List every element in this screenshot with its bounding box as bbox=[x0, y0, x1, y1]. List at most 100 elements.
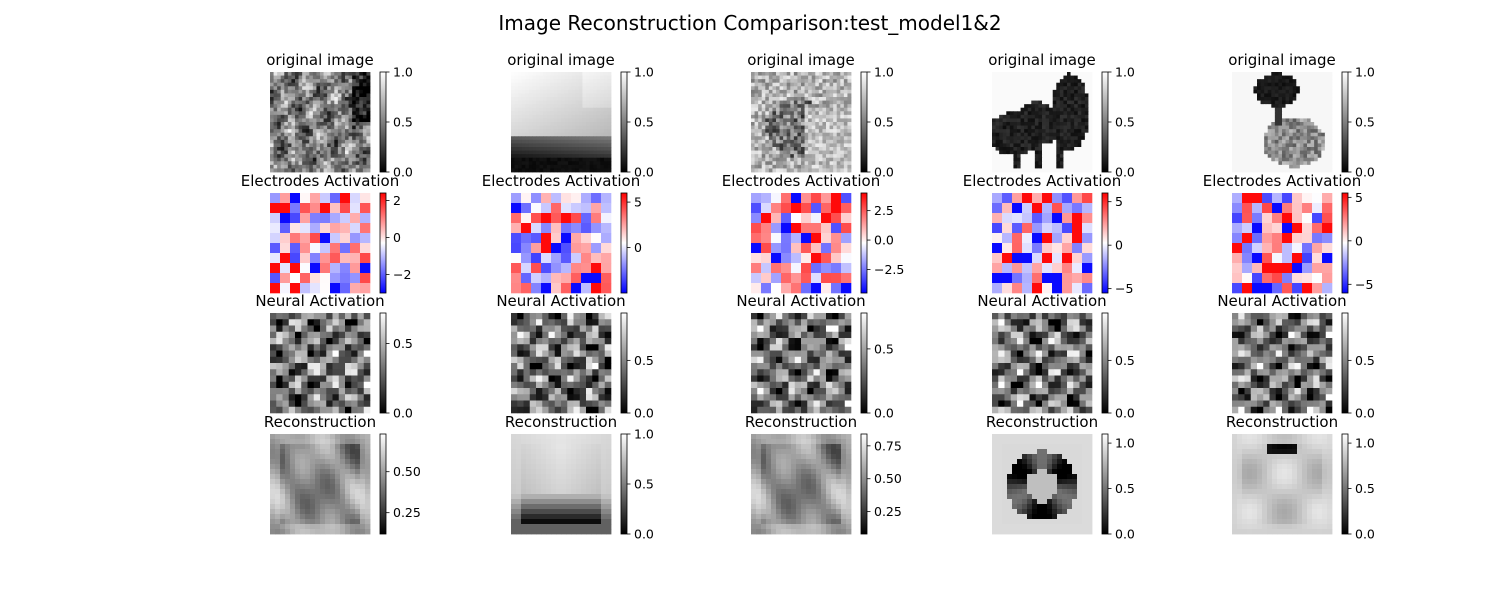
heatmap-cell bbox=[1289, 132, 1294, 137]
heatmap-cell bbox=[579, 356, 587, 364]
heatmap-cell bbox=[836, 161, 841, 166]
heatmap-cell bbox=[847, 86, 852, 91]
heatmap-cell bbox=[1038, 139, 1043, 144]
heatmap-cell bbox=[543, 72, 548, 76]
heatmap-cell bbox=[341, 161, 346, 166]
heatmap-cell bbox=[1063, 86, 1068, 91]
heatmap-cell bbox=[833, 82, 838, 87]
heatmap-cell bbox=[298, 82, 303, 87]
heatmap-cell bbox=[1299, 104, 1304, 109]
heatmap-cell bbox=[270, 147, 274, 151]
heatmap-cell bbox=[352, 122, 357, 126]
heatmap-cell bbox=[765, 100, 770, 105]
heatmap-cell bbox=[571, 213, 582, 224]
heatmap-cell bbox=[1321, 122, 1326, 126]
heatmap-cell bbox=[1282, 118, 1286, 123]
heatmap-cell bbox=[1328, 93, 1333, 98]
heatmap-cell bbox=[1246, 100, 1251, 105]
heatmap-cell bbox=[781, 193, 792, 204]
heatmap-cell bbox=[1289, 154, 1294, 159]
heatmap-cell bbox=[1077, 79, 1082, 84]
heatmap-cell bbox=[295, 125, 299, 130]
heatmap-cell bbox=[801, 100, 805, 105]
heatmap-cell bbox=[1264, 161, 1269, 166]
heatmap-cell bbox=[1303, 129, 1308, 134]
heatmap-cell bbox=[575, 79, 580, 84]
heatmap-cell bbox=[818, 82, 823, 87]
heatmap-cell bbox=[1267, 132, 1272, 137]
heatmap-cell bbox=[546, 72, 551, 76]
heatmap-cell bbox=[589, 143, 594, 148]
heatmap-cell bbox=[270, 344, 277, 351]
heatmap-cell bbox=[528, 79, 533, 84]
heatmap-cell bbox=[313, 406, 321, 414]
heatmap-cell bbox=[604, 325, 612, 333]
heatmap-cell bbox=[1082, 213, 1093, 224]
heatmap-cell bbox=[1232, 72, 1236, 76]
heatmap-cell bbox=[596, 104, 601, 109]
heatmap-cell bbox=[1002, 118, 1007, 123]
heatmap-cell bbox=[280, 283, 291, 294]
heatmap-cell bbox=[320, 394, 327, 401]
heatmap-cell bbox=[1307, 161, 1311, 166]
heatmap-cell bbox=[829, 147, 834, 151]
heatmap-cell bbox=[1063, 104, 1068, 109]
heatmap-cell bbox=[295, 164, 299, 169]
heatmap-cell bbox=[1009, 154, 1014, 159]
heatmap-cell bbox=[1267, 125, 1272, 130]
heatmap-cell bbox=[532, 122, 537, 126]
heatmap-cell bbox=[1031, 111, 1036, 116]
heatmap-cell bbox=[1249, 132, 1254, 137]
heatmap-cell bbox=[320, 107, 324, 112]
heatmap-cell bbox=[528, 118, 533, 123]
heatmap-cell bbox=[1063, 168, 1068, 173]
heatmap-cell bbox=[1296, 147, 1301, 151]
heatmap-cell bbox=[312, 139, 317, 144]
heatmap-cell bbox=[797, 82, 802, 87]
heatmap-cell bbox=[1274, 107, 1279, 112]
heatmap-cell bbox=[1322, 283, 1333, 294]
heatmap-cell bbox=[532, 168, 537, 173]
heatmap-cell bbox=[568, 168, 573, 173]
colorbar-tick-label: 2.5 bbox=[874, 203, 894, 218]
heatmap-cell bbox=[1232, 164, 1236, 169]
heatmap-cell bbox=[340, 243, 351, 254]
heatmap-cell bbox=[290, 223, 301, 234]
heatmap-cell bbox=[362, 157, 367, 162]
heatmap-cell bbox=[1310, 154, 1315, 159]
heatmap-cell bbox=[1067, 122, 1071, 126]
heatmap-cell bbox=[1049, 89, 1054, 94]
heatmap-cell bbox=[1303, 114, 1308, 119]
heatmap-cell bbox=[305, 82, 310, 87]
heatmap-cell bbox=[754, 157, 759, 162]
heatmap-cell bbox=[1264, 168, 1269, 173]
heatmap-cell bbox=[521, 203, 532, 214]
heatmap-cell bbox=[571, 122, 576, 126]
heatmap-cell bbox=[593, 107, 598, 112]
heatmap-cell bbox=[273, 104, 278, 109]
heatmap-cell bbox=[607, 118, 612, 123]
heatmap-cell bbox=[1024, 114, 1029, 119]
heatmap-cell bbox=[600, 118, 605, 123]
heatmap-cell bbox=[843, 89, 848, 94]
heatmap-cell bbox=[593, 86, 598, 91]
heatmap-cell bbox=[586, 400, 593, 408]
heatmap-cell bbox=[546, 168, 551, 173]
heatmap-cell bbox=[351, 356, 358, 364]
heatmap-cell bbox=[815, 104, 820, 109]
heatmap-cell bbox=[363, 344, 371, 351]
heatmap-cell bbox=[804, 114, 809, 119]
heatmap-cell bbox=[840, 118, 845, 123]
heatmap-cell bbox=[363, 331, 371, 339]
heatmap-cell bbox=[1070, 157, 1075, 162]
heatmap-cell bbox=[1006, 147, 1011, 151]
heatmap-cell bbox=[568, 147, 573, 151]
heatmap-cell bbox=[557, 79, 562, 84]
heatmap-cell bbox=[1282, 111, 1286, 116]
heatmap-cell bbox=[316, 136, 321, 141]
heatmap-cell bbox=[797, 118, 802, 123]
heatmap-cell bbox=[1252, 203, 1263, 214]
heatmap-cell bbox=[1034, 104, 1039, 109]
heatmap-cell bbox=[761, 233, 772, 244]
heatmap-cell bbox=[1260, 150, 1265, 155]
